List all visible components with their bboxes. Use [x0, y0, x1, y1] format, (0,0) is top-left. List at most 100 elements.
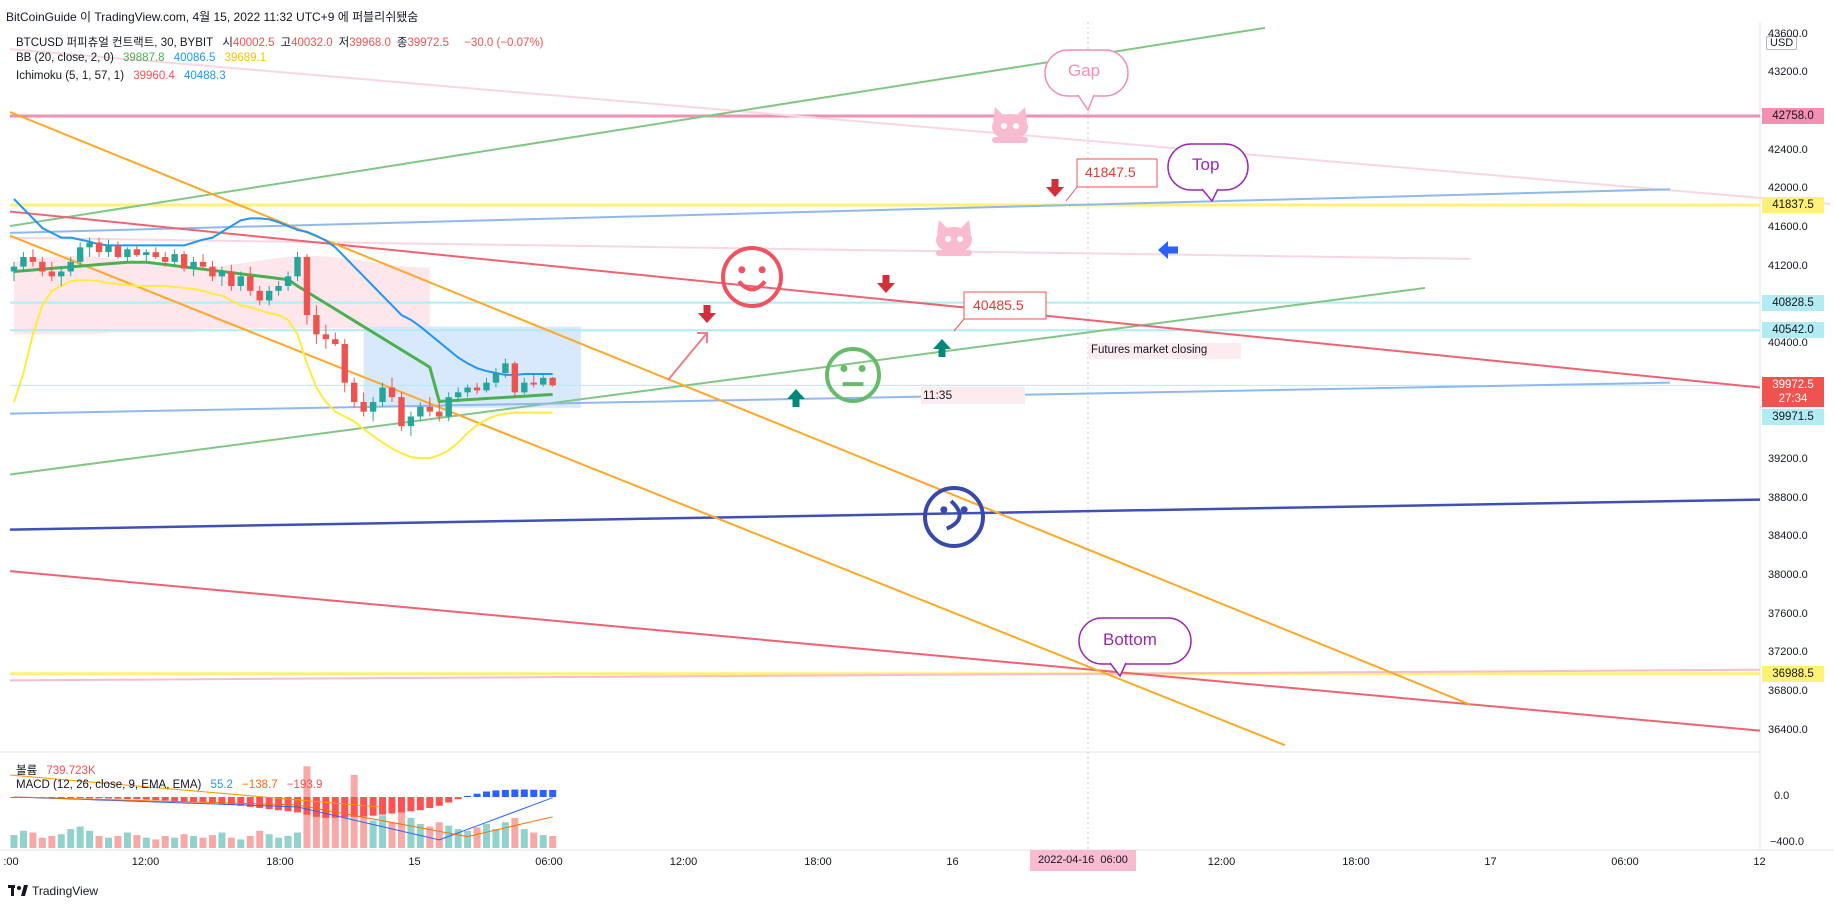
volume-bar	[369, 820, 377, 848]
bb-basis	[13, 260, 553, 403]
arrow-up-icon-head	[933, 339, 951, 349]
candle	[237, 271, 244, 291]
price-tick-label: 42000.0	[1768, 182, 1808, 195]
legend-ohlc-value-1: 40032.0	[291, 37, 333, 49]
candle	[398, 392, 405, 431]
volume-bar	[530, 832, 538, 848]
trendline-layer[interactable]	[9, 26, 1831, 747]
legend-bb-name[interactable]: BB (20, close, 2, 0)	[16, 52, 114, 64]
arrow-down-icon-head	[1046, 187, 1064, 197]
top-callout-tail	[1201, 188, 1219, 203]
smiley-confused-icon	[923, 486, 985, 548]
candle	[540, 373, 547, 387]
volume-bar	[454, 829, 462, 848]
candle	[388, 377, 396, 402]
legend-ohlc-2: 저	[338, 37, 350, 49]
volume-bar	[57, 834, 65, 848]
price-tick-label: 43200.0	[1768, 66, 1808, 79]
candle-body	[483, 382, 490, 391]
legend-symbol[interactable]: BTCUSD 퍼피츄얼 컨트랙트, 30, BYBIT	[16, 37, 214, 49]
candle	[20, 252, 27, 272]
cat-icon-head	[992, 114, 1028, 140]
candle-body	[369, 402, 377, 412]
bottom-callout-body	[1078, 617, 1192, 665]
trend-line	[9, 498, 1761, 531]
macd-hist-bar	[416, 797, 424, 811]
smiley-happy-icon-face	[721, 246, 783, 308]
candle	[171, 249, 178, 267]
smiley-happy-icon-eye-left	[738, 266, 746, 274]
candle-body	[10, 266, 18, 272]
candle-body	[76, 247, 84, 262]
candle	[39, 257, 46, 277]
cat-icon-body	[992, 137, 1028, 143]
candle-body	[133, 249, 141, 256]
candle	[360, 392, 367, 417]
volume-bar	[161, 835, 169, 848]
smiley-neutral-icon-eye-right	[858, 365, 866, 372]
price-tick-label: 39200.0	[1768, 453, 1808, 465]
candlestick-series[interactable]	[10, 237, 556, 436]
macd-hist-bar	[397, 797, 405, 813]
candle-body	[143, 252, 150, 256]
candle	[247, 266, 254, 296]
candle-body	[530, 382, 537, 385]
footer-brand[interactable]: TradingView	[32, 884, 99, 898]
projection-arrow-head	[697, 332, 708, 343]
candle-body	[20, 257, 27, 267]
trend-line	[9, 111, 1471, 706]
candle	[341, 339, 348, 393]
macd-hist-bar	[180, 797, 188, 802]
candle	[294, 252, 301, 282]
candle-body	[521, 382, 528, 393]
top-callout	[1167, 143, 1249, 203]
arrow-left-icon-head	[1158, 241, 1168, 259]
bollinger-bands	[13, 198, 553, 460]
macd-hist-bar	[435, 797, 443, 806]
futures-note: Futures market closing	[1091, 344, 1208, 356]
price-label-box-40485	[963, 291, 1047, 320]
candle-body	[209, 266, 216, 277]
volume-bar	[473, 827, 481, 848]
candle-body	[237, 276, 244, 286]
candle-body	[426, 406, 433, 412]
legend-ichimoku-name[interactable]: Ichimoku (5, 1, 57, 1)	[16, 70, 125, 82]
candle-body	[379, 387, 386, 402]
legend-bb-mid: 39887.8	[123, 52, 165, 64]
candle	[502, 358, 509, 378]
candle-body	[332, 339, 339, 344]
candle	[95, 237, 103, 257]
macd-hist-bar	[322, 797, 330, 818]
volume-bar	[133, 835, 141, 848]
candle	[322, 324, 330, 349]
legend-volume-name[interactable]: 볼륨	[16, 765, 38, 777]
macd-hist-bar	[142, 797, 150, 800]
arrow-up-icon-head	[787, 389, 805, 399]
legend-macd-name[interactable]: MACD (12, 26, close, 9, EMA, EMA)	[16, 779, 202, 791]
time-crosshair-label: 2022-04-16 06:00	[1030, 850, 1136, 871]
smiley-confused-icon-face	[923, 486, 985, 548]
price-tag: 39971.5	[1762, 408, 1824, 425]
bb-upper-band	[13, 198, 553, 376]
candle	[492, 368, 500, 388]
volume-bar	[341, 798, 349, 848]
trend-line	[9, 48, 1831, 205]
price-tick-label: 37200.0	[1768, 646, 1808, 659]
price-tick-label: 36800.0	[1768, 685, 1808, 697]
legend-change: −30.0 (−0.07%)	[464, 37, 544, 49]
candle	[29, 249, 37, 267]
cat-icon-body	[936, 250, 972, 256]
macd-hist-bar	[218, 797, 226, 805]
candle-body	[48, 271, 55, 277]
volume-bar	[237, 839, 245, 848]
macd-signal-line	[13, 796, 553, 838]
macd-series	[9, 774, 557, 841]
drawing-shapes[interactable]	[667, 49, 1249, 678]
time-tick-label: 17	[1484, 856, 1497, 868]
time-tick-label: :00	[3, 856, 19, 868]
macd-hist-bar	[190, 797, 198, 802]
candle-body	[360, 402, 367, 412]
macd-hist-bar	[501, 789, 509, 797]
smiley-happy-icon-eye-right	[758, 266, 766, 274]
